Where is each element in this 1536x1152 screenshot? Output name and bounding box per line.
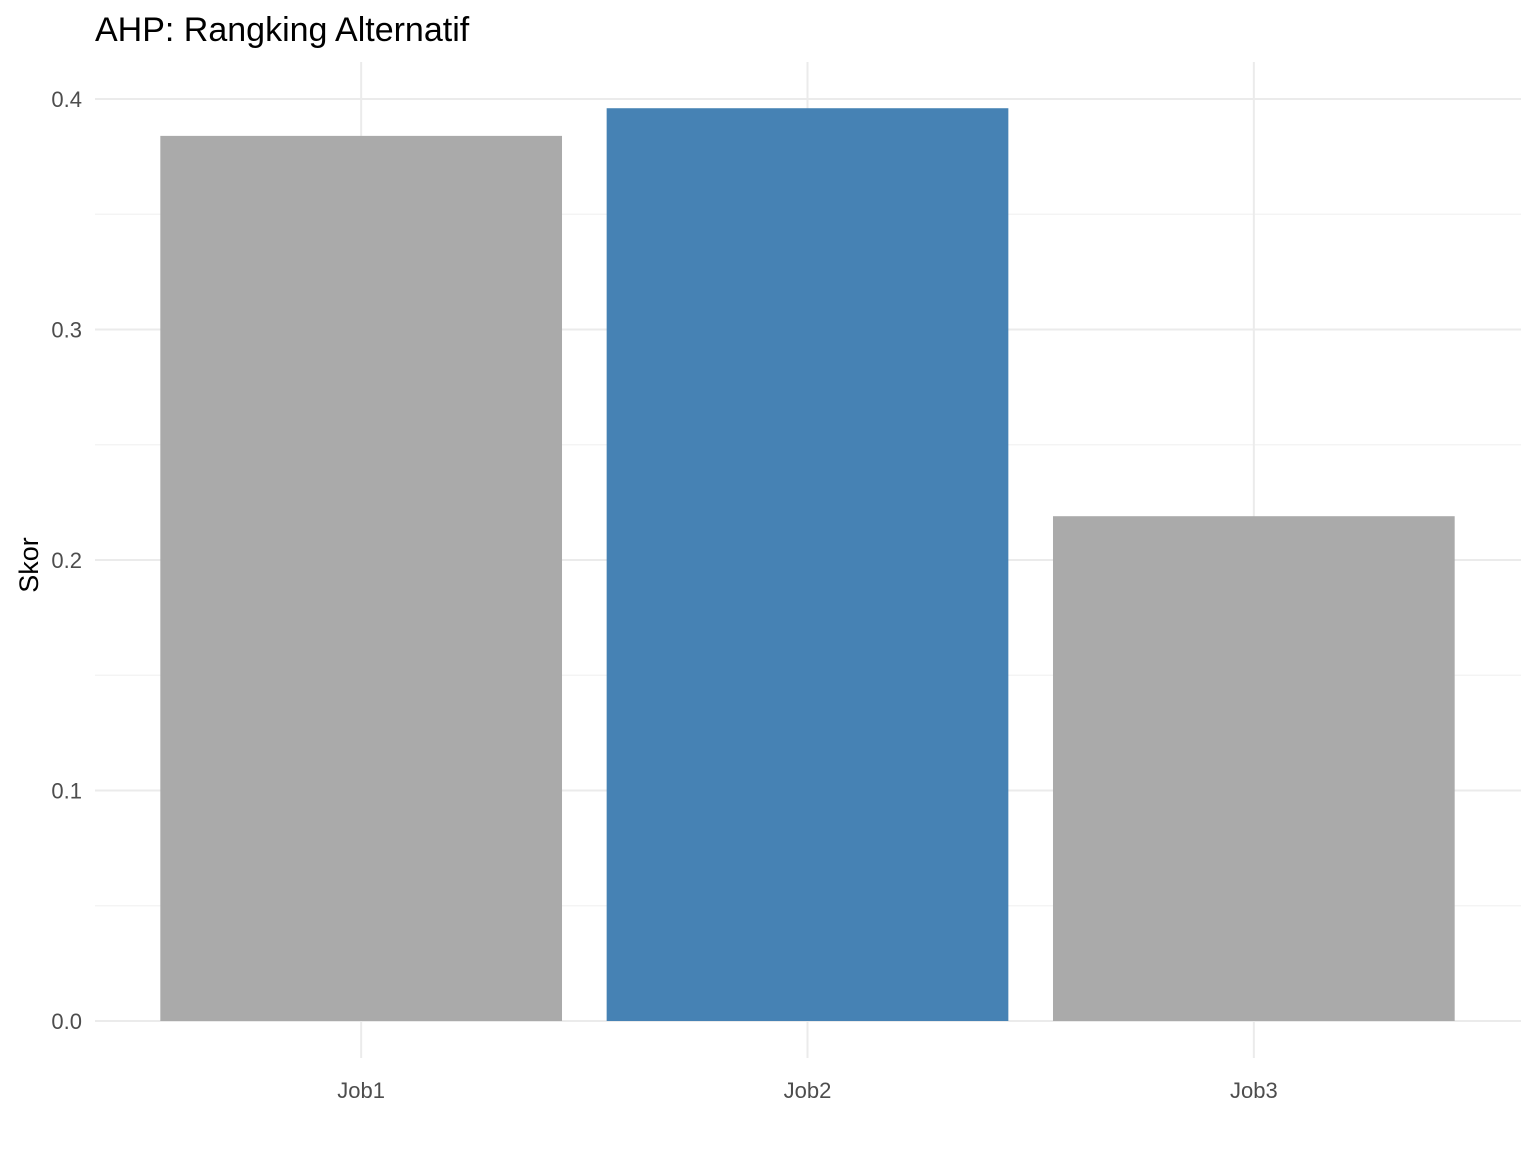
bar-job3 <box>1052 516 1455 1021</box>
y-axis-ticks: 0.0 0.1 0.2 0.3 0.4 <box>51 87 82 1034</box>
y-tick-label: 0.3 <box>51 318 82 343</box>
y-tick-label: 0.0 <box>51 1009 82 1034</box>
x-axis-ticks: Job1 Job2 Job3 <box>337 1078 1277 1103</box>
y-axis-title: Skor <box>14 537 44 593</box>
bars <box>160 108 1455 1022</box>
chart-title: AHP: Rangking Alternatif <box>95 11 470 49</box>
bar-job1 <box>160 135 563 1021</box>
bar-job2 <box>606 108 1009 1022</box>
x-tick-label: Job2 <box>784 1078 832 1103</box>
y-tick-label: 0.1 <box>51 779 82 804</box>
y-tick-label: 0.4 <box>51 87 82 112</box>
x-tick-label: Job1 <box>337 1078 385 1103</box>
y-tick-label: 0.2 <box>51 548 82 573</box>
x-tick-label: Job3 <box>1230 1078 1278 1103</box>
